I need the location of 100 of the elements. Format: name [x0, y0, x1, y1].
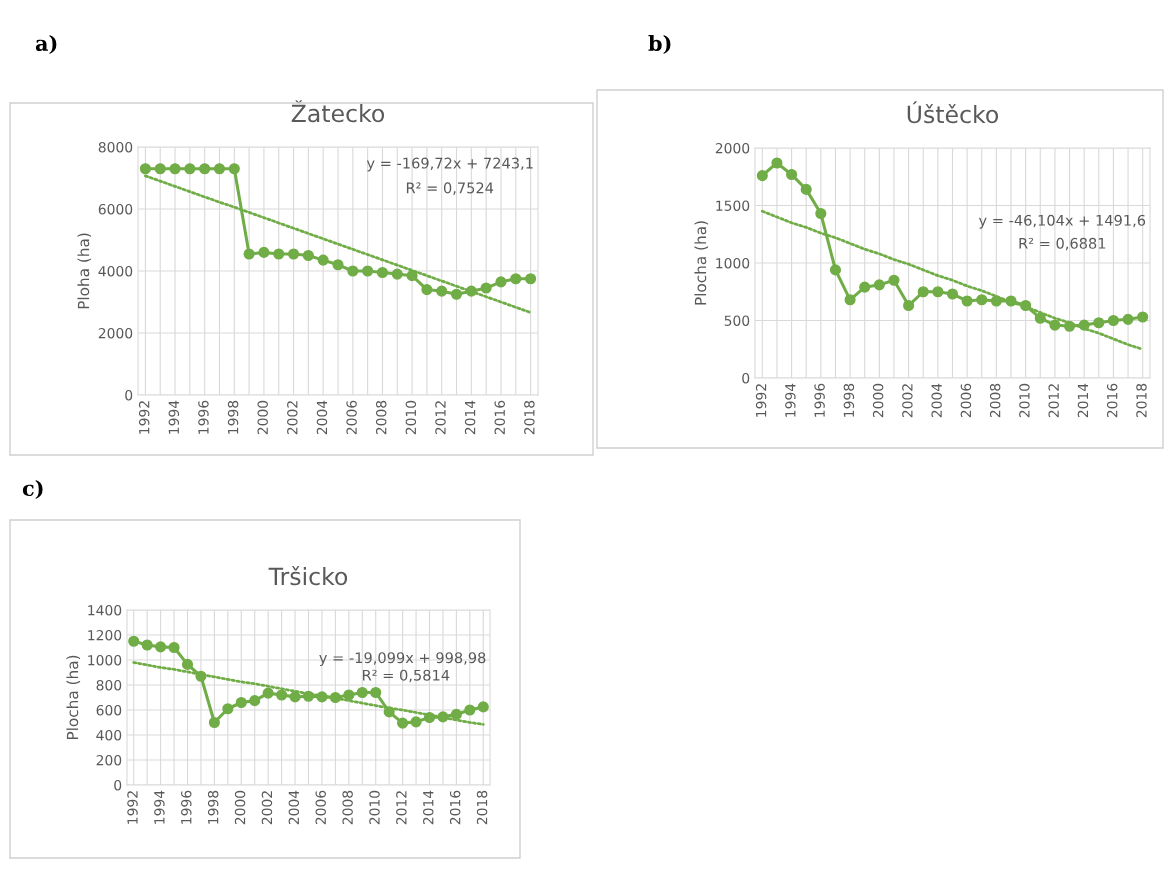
point: [1049, 319, 1061, 331]
x-tick-label: 2018: [476, 790, 488, 825]
y-tick-label: 0: [742, 372, 750, 384]
y-tick-label: 0: [125, 389, 133, 401]
x-tick-label: 2000: [234, 790, 246, 825]
point: [139, 163, 151, 175]
point: [235, 696, 247, 709]
point: [332, 259, 344, 271]
x-tick-label: 2010: [369, 790, 380, 825]
x-tick-label: 2008: [375, 400, 387, 435]
x-tick-label: 2012: [396, 791, 407, 825]
point: [289, 691, 301, 703]
point: [800, 183, 812, 195]
point: [917, 286, 929, 298]
point: [287, 248, 300, 260]
x-tick-label: 1998: [843, 383, 855, 417]
point: [410, 716, 422, 728]
point: [873, 279, 885, 291]
point: [181, 658, 194, 670]
x-tick-label: 2008: [989, 383, 1001, 418]
point: [932, 286, 944, 298]
point: [370, 686, 382, 699]
chart-title: Tršicko: [268, 566, 348, 586]
y-axis-title: Plocha (ha): [66, 655, 81, 740]
point: [356, 686, 368, 699]
x-tick-label: 2002: [287, 401, 298, 435]
point: [477, 701, 489, 713]
y-tick-label: 600: [96, 704, 122, 716]
x-tick-label: 2006: [346, 400, 357, 435]
point: [1107, 314, 1119, 327]
y-tick-label: 200: [96, 754, 122, 766]
point: [436, 285, 448, 297]
text: a): [35, 34, 57, 54]
point: [154, 163, 166, 175]
x-tick-label: 1992: [127, 791, 138, 824]
x-tick-label: 2010: [1019, 383, 1030, 418]
point: [1122, 313, 1134, 325]
point: [421, 284, 433, 296]
x-tick-label: 1998: [207, 790, 219, 824]
x-tick-label: 2004: [316, 400, 328, 435]
point: [262, 687, 274, 699]
x-tick-label: 2006: [960, 383, 972, 418]
point: [249, 695, 261, 707]
point: [976, 294, 988, 306]
x-tick-label: 1994: [154, 790, 165, 824]
annotation: y = -46,104x + 1491,6: [978, 214, 1146, 229]
x-tick-label: 2004: [288, 790, 300, 825]
point: [859, 281, 871, 293]
y-tick-label: 4000: [98, 265, 133, 277]
point: [258, 246, 270, 258]
x-tick-label: 1992: [138, 401, 150, 434]
point: [480, 282, 492, 294]
x-tick-label: 2016: [1106, 383, 1118, 418]
point: [510, 273, 522, 285]
point: [815, 207, 827, 220]
point: [155, 641, 167, 653]
point: [317, 254, 329, 266]
x-tick-label: 2002: [261, 791, 273, 825]
x-tick-label: 2012: [1048, 384, 1059, 418]
point: [1034, 312, 1046, 324]
x-tick-label: 2016: [449, 790, 461, 825]
x-tick-label: 2002: [902, 384, 913, 418]
point: [128, 635, 140, 647]
y-axis-title: Plocha (ha): [694, 221, 709, 305]
x-tick-label: 2006: [315, 790, 326, 825]
x-tick-label: 1994: [785, 383, 796, 417]
point: [213, 163, 226, 175]
y-tick-label: 500: [724, 315, 750, 326]
x-tick-label: 2010: [405, 400, 417, 435]
point: [771, 157, 783, 169]
x-tick-label: 1998: [227, 400, 239, 434]
point: [525, 273, 537, 285]
point: [1137, 311, 1149, 323]
point: [168, 641, 180, 654]
point: [343, 689, 355, 701]
y-tick-label: 2000: [98, 327, 133, 339]
x-tick-label: 2000: [257, 400, 268, 435]
point: [184, 163, 196, 175]
point: [961, 295, 973, 307]
point: [276, 689, 288, 701]
annotation: y = -19,099x + 998,98: [319, 652, 486, 667]
point: [397, 717, 409, 729]
point: [464, 704, 476, 716]
point: [495, 276, 507, 288]
x-tick-label: 2018: [524, 400, 535, 435]
text: c): [22, 479, 43, 499]
point: [302, 249, 314, 262]
text: b): [648, 34, 671, 54]
annotation: R² = 0,5814: [363, 669, 450, 683]
annotation: R² = 0,7524: [406, 182, 494, 195]
y-tick-label: 0: [114, 779, 122, 791]
y-tick-label: 1400: [88, 604, 122, 616]
chart-title: Žatecko: [291, 100, 385, 123]
point: [141, 639, 153, 651]
point: [347, 265, 359, 277]
x-tick-label: 1996: [198, 400, 209, 434]
y-tick-label: 1500: [716, 200, 750, 211]
chart-title: Úštěcko: [907, 101, 999, 124]
y-tick-label: 2000: [715, 142, 750, 154]
x-tick-label: 1996: [814, 383, 825, 417]
